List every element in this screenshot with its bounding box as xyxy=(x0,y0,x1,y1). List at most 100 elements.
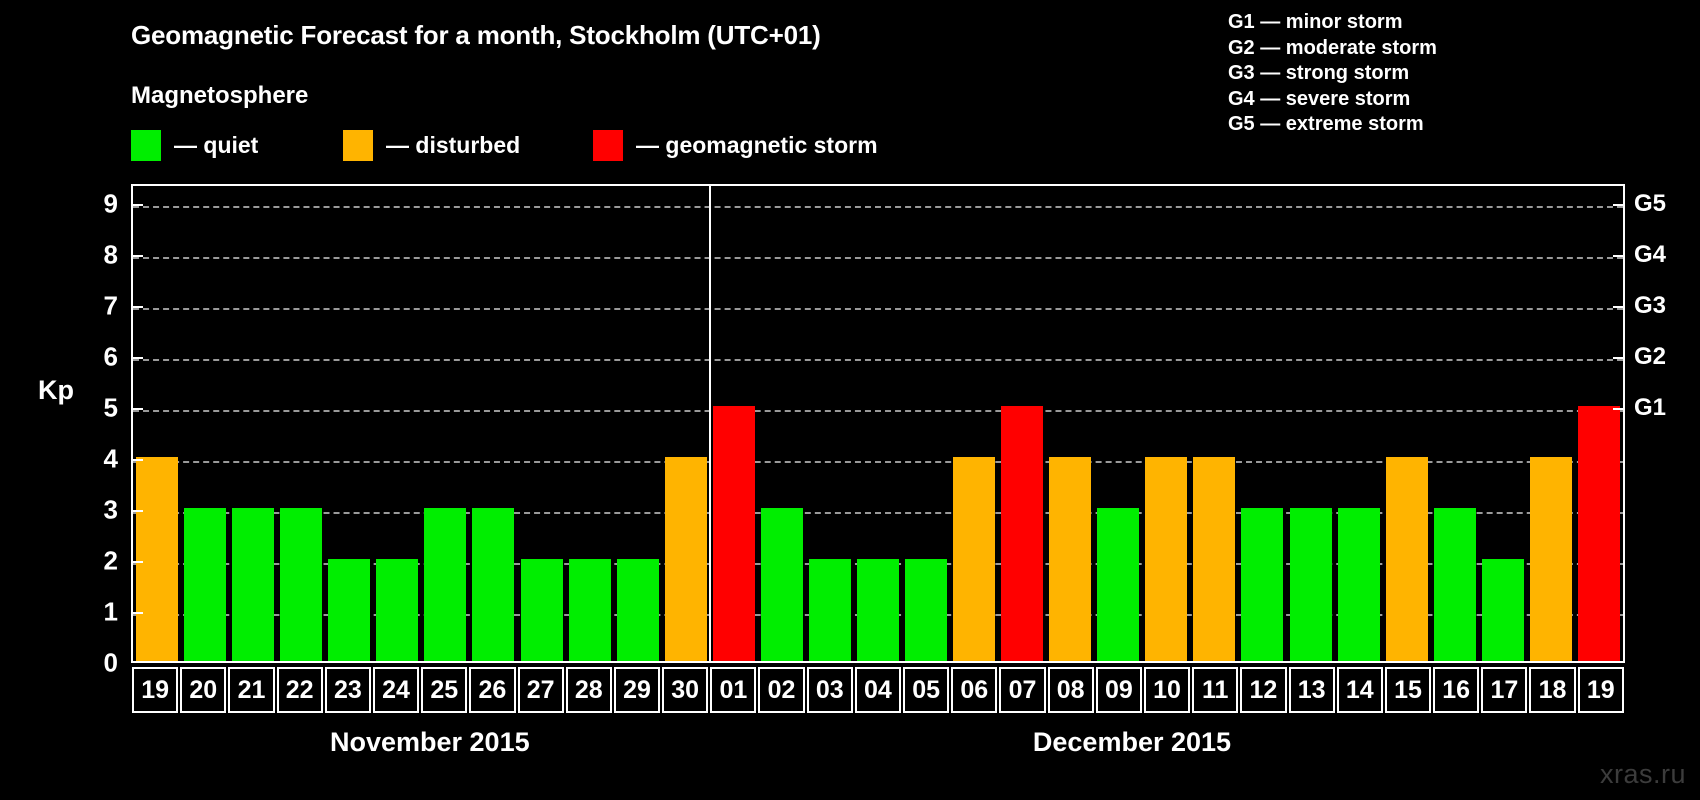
day-label-6[interactable]: 25 xyxy=(421,667,468,713)
day-label-15[interactable]: 04 xyxy=(854,667,901,713)
day-label-8[interactable]: 27 xyxy=(517,667,564,713)
y-tick-label-6: 6 xyxy=(103,341,118,372)
day-axis: 19 20 21 22 23 24 25 26 27 28 29 30 01 02 03 04 05 06 07 08… xyxy=(131,667,1625,713)
bar-21-quiet xyxy=(232,508,275,661)
day-label-20[interactable]: 09 xyxy=(1095,667,1142,713)
bar-slot xyxy=(1527,186,1575,661)
bar-29-quiet xyxy=(616,559,659,661)
day-label-2[interactable]: 21 xyxy=(228,667,275,713)
y-tick-label-8: 8 xyxy=(103,239,118,270)
g-axis-tick-labels: G1 G2 G3 G4 G5 xyxy=(1634,184,1696,663)
y-tick-mark-6 xyxy=(131,357,143,360)
g-tick-label-G2: G2 xyxy=(1634,343,1667,371)
g-tick-label-G1: G1 xyxy=(1634,394,1667,422)
bar-slot xyxy=(1431,186,1479,661)
bar-18-disturbed xyxy=(1529,457,1572,661)
bar-slot xyxy=(566,186,614,661)
day-label-28[interactable]: 17 xyxy=(1481,667,1528,713)
day-label-25[interactable]: 14 xyxy=(1336,667,1383,713)
bar-slot xyxy=(229,186,277,661)
bar-slot xyxy=(1238,186,1286,661)
y-axis-tick-labels: 0 1 2 3 4 5 6 7 8 9 xyxy=(76,184,118,678)
y-tick-mark-1 xyxy=(131,612,143,615)
bar-slot xyxy=(758,186,806,661)
bar-22-quiet xyxy=(280,508,323,661)
day-label-22[interactable]: 11 xyxy=(1192,667,1239,713)
bar-slot xyxy=(373,186,421,661)
g-legend-row-4: G4 — severe storm xyxy=(1228,87,1411,110)
legend-entry-disturbed: — disturbed xyxy=(343,128,520,162)
day-label-29[interactable]: 18 xyxy=(1529,667,1576,713)
day-label-4[interactable]: 23 xyxy=(324,667,371,713)
y-tick-mark-2 xyxy=(131,561,143,564)
g-tick-mark-G4 xyxy=(1613,255,1625,258)
day-label-21[interactable]: 10 xyxy=(1143,667,1191,713)
y-tick-mark-9 xyxy=(131,204,143,207)
y-tick-label-1: 1 xyxy=(103,596,118,627)
bars-layer xyxy=(133,186,1623,661)
y-tick-label-3: 3 xyxy=(103,494,118,525)
bar-slot xyxy=(1142,186,1190,661)
y-tick-label-2: 2 xyxy=(103,545,118,576)
bar-slot xyxy=(806,186,854,661)
g-tick-label-G5: G5 xyxy=(1634,190,1667,218)
g-tick-mark-G3 xyxy=(1613,306,1625,309)
bar-16-quiet xyxy=(1433,508,1476,661)
bar-24-quiet xyxy=(376,559,419,661)
day-label-27[interactable]: 16 xyxy=(1433,667,1480,713)
day-label-0[interactable]: 19 xyxy=(132,667,179,713)
bar-slot xyxy=(950,186,998,661)
day-label-23[interactable]: 12 xyxy=(1240,667,1287,713)
bar-slot xyxy=(1046,186,1094,661)
day-label-11[interactable]: 30 xyxy=(662,667,709,713)
g-legend-row-2: G2 — moderate storm xyxy=(1228,36,1437,59)
day-label-3[interactable]: 22 xyxy=(276,667,323,713)
gridline-kp-3 xyxy=(133,512,1623,515)
bar-slot xyxy=(854,186,902,661)
gridline-kp-5 xyxy=(133,410,1623,413)
day-label-30[interactable]: 19 xyxy=(1577,667,1624,713)
day-label-16[interactable]: 05 xyxy=(903,667,950,713)
day-label-24[interactable]: 13 xyxy=(1288,667,1335,713)
bar-10-disturbed xyxy=(1145,457,1188,661)
y-tick-mark-5 xyxy=(131,408,143,411)
bar-14-quiet xyxy=(1337,508,1380,661)
g-legend-row-5: G5 — extreme storm xyxy=(1228,113,1424,135)
bar-08-disturbed xyxy=(1049,457,1092,661)
day-label-26[interactable]: 15 xyxy=(1384,667,1432,713)
day-label-12[interactable]: 01 xyxy=(710,667,757,713)
day-label-17[interactable]: 06 xyxy=(951,667,998,713)
day-label-1[interactable]: 20 xyxy=(180,667,227,713)
bar-04-quiet xyxy=(856,559,899,661)
month-divider xyxy=(708,186,711,661)
y-tick-label-5: 5 xyxy=(103,392,118,423)
page-title: Geomagnetic Forecast for a month, Stockh… xyxy=(131,20,821,50)
bar-12-quiet xyxy=(1241,508,1284,661)
plot-area xyxy=(131,184,1625,663)
legend-label-disturbed: — disturbed xyxy=(386,131,521,158)
day-label-9[interactable]: 28 xyxy=(565,667,612,713)
bar-28-quiet xyxy=(568,559,611,661)
bar-20-quiet xyxy=(184,508,227,661)
bar-09-quiet xyxy=(1097,508,1140,661)
day-label-10[interactable]: 29 xyxy=(613,667,661,713)
bar-11-disturbed xyxy=(1193,457,1236,661)
legend-swatch-geomagnetic-storm xyxy=(593,129,623,161)
g-tick-mark-G2 xyxy=(1613,357,1625,360)
day-label-19[interactable]: 08 xyxy=(1047,667,1094,713)
bar-30-disturbed xyxy=(664,457,707,661)
day-label-14[interactable]: 03 xyxy=(806,667,853,713)
bar-slot xyxy=(518,186,566,661)
day-label-18[interactable]: 07 xyxy=(999,667,1046,713)
bar-23-quiet xyxy=(328,559,371,661)
month-label-1: December 2015 xyxy=(1032,727,1232,757)
y-tick-mark-7 xyxy=(131,306,143,309)
legend-swatch-quiet xyxy=(131,129,161,161)
bar-17-quiet xyxy=(1481,559,1524,661)
bar-slot xyxy=(662,186,710,661)
bar-slot xyxy=(1383,186,1431,661)
day-label-13[interactable]: 02 xyxy=(758,667,805,713)
day-label-7[interactable]: 26 xyxy=(469,667,516,713)
day-label-5[interactable]: 24 xyxy=(372,667,420,713)
